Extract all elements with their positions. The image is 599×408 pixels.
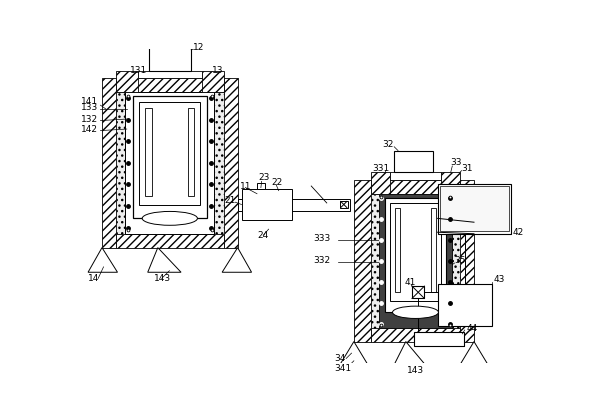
Bar — [116, 234, 223, 248]
Bar — [125, 92, 214, 234]
Text: 32: 32 — [383, 140, 394, 149]
Bar — [441, 172, 460, 194]
Polygon shape — [148, 248, 181, 272]
Text: 143: 143 — [154, 274, 171, 283]
Bar — [413, 333, 464, 346]
Text: 24: 24 — [257, 231, 268, 240]
Bar — [149, 47, 191, 71]
Bar — [440, 186, 509, 231]
Bar — [395, 208, 400, 292]
Bar — [133, 96, 207, 218]
Bar — [354, 180, 371, 341]
Text: 333: 333 — [313, 234, 331, 243]
Bar — [452, 194, 460, 328]
Bar — [438, 284, 492, 326]
Text: 44: 44 — [466, 324, 477, 333]
Bar — [460, 180, 474, 341]
Text: 12: 12 — [193, 43, 204, 52]
Bar — [438, 184, 511, 234]
Text: 143: 143 — [407, 366, 425, 375]
Bar — [238, 199, 350, 211]
Text: 331: 331 — [373, 164, 390, 173]
Ellipse shape — [142, 211, 198, 225]
Text: 141: 141 — [81, 97, 98, 106]
Text: 14: 14 — [88, 274, 99, 283]
Text: 22: 22 — [271, 178, 282, 187]
Text: 133: 133 — [81, 103, 98, 112]
Bar — [379, 194, 452, 328]
Bar — [371, 180, 460, 194]
Text: 34: 34 — [334, 354, 346, 363]
Text: 41: 41 — [404, 278, 416, 287]
Polygon shape — [222, 248, 252, 272]
Bar — [340, 201, 347, 208]
Bar — [138, 71, 202, 78]
Text: 21: 21 — [225, 196, 236, 205]
Bar — [412, 286, 425, 298]
Bar — [371, 172, 389, 194]
Bar — [116, 78, 223, 92]
Bar — [188, 108, 194, 196]
Bar — [146, 108, 152, 196]
Text: 341: 341 — [334, 364, 352, 373]
Text: 132: 132 — [81, 115, 98, 124]
Bar — [116, 71, 138, 92]
Bar — [102, 78, 116, 248]
Bar — [371, 328, 460, 341]
Bar — [371, 194, 379, 328]
Text: 31: 31 — [462, 164, 473, 173]
Text: 142: 142 — [81, 124, 98, 133]
Bar — [116, 92, 125, 234]
Bar — [223, 78, 238, 248]
Polygon shape — [340, 341, 368, 365]
Polygon shape — [394, 341, 425, 365]
Polygon shape — [460, 341, 488, 365]
Bar — [139, 102, 201, 205]
Ellipse shape — [392, 306, 438, 319]
Text: 332: 332 — [313, 256, 331, 265]
Text: 43: 43 — [494, 275, 505, 284]
Bar — [389, 172, 441, 180]
Bar — [391, 203, 441, 301]
Text: 33: 33 — [451, 158, 462, 167]
Text: 13: 13 — [212, 66, 223, 75]
Text: 35: 35 — [455, 256, 466, 265]
Bar — [431, 208, 436, 292]
Text: 131: 131 — [130, 66, 147, 75]
Bar — [214, 92, 223, 234]
Bar — [241, 189, 292, 220]
Bar — [385, 197, 446, 312]
Text: 42: 42 — [513, 228, 524, 237]
Bar — [202, 71, 223, 92]
Bar — [257, 183, 265, 189]
Text: 11: 11 — [240, 182, 252, 191]
Bar — [394, 151, 433, 172]
Text: 23: 23 — [259, 173, 270, 182]
Polygon shape — [88, 248, 117, 272]
